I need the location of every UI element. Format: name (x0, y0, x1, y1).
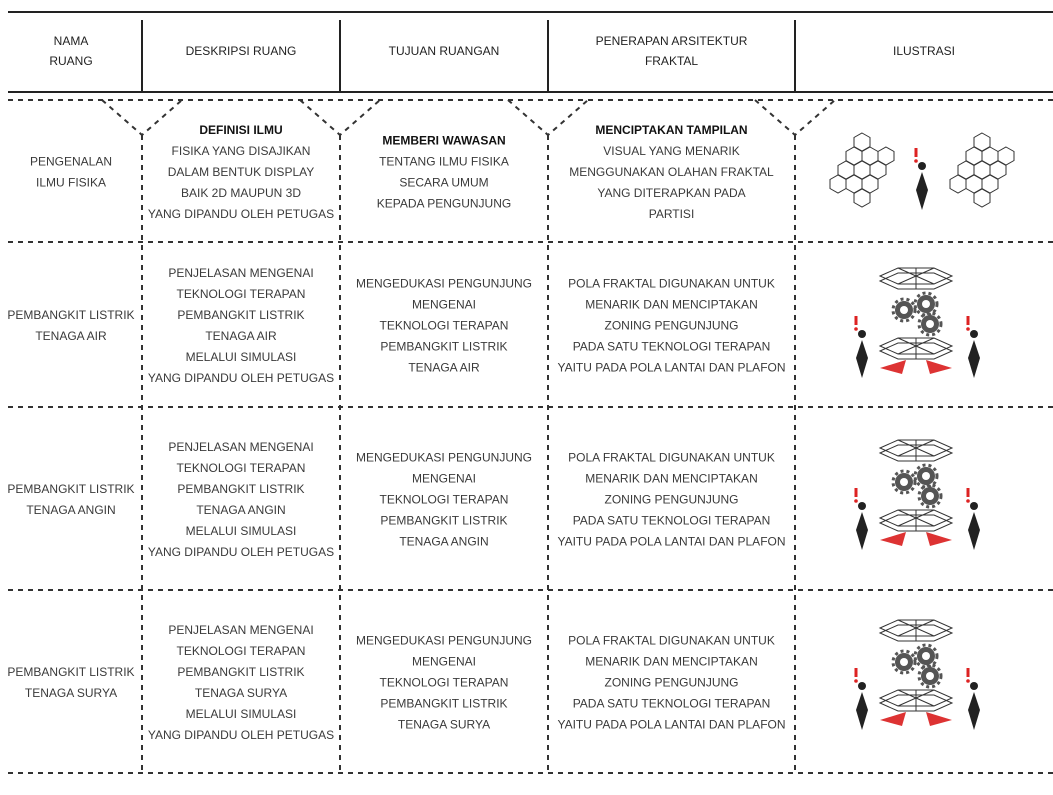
cell-text: PEMBANGKIT LISTRIK (7, 308, 134, 322)
cell-text: PARTISI (649, 207, 695, 221)
cell-text: TENTANG ILMU FISIKA (379, 155, 509, 169)
cell-text: TENAGA AIR (205, 329, 277, 343)
cell-text: TENAGA SURYA (398, 718, 490, 732)
cell-text: MENCIPTAKAN TAMPILAN (595, 123, 747, 137)
cell-text: TEKNOLOGI TERAPAN (380, 319, 509, 333)
cell-text: BAIK 2D MAUPUN 3D (181, 186, 301, 200)
header-label: ILUSTRASI (893, 44, 955, 58)
cell-text: YAITU PADA POLA LANTAI DAN PLAFON (557, 718, 785, 732)
cell-text: MENGENAI (412, 472, 476, 486)
cell-text: PENGENALAN (30, 155, 112, 169)
cell-text: DEFINISI ILMU (199, 123, 282, 137)
header-label: FRAKTAL (645, 54, 698, 68)
cell-text: YANG DIPANDU OLEH PETUGAS (148, 371, 334, 385)
cell-text: MENGGUNAKAN OLAHAN FRAKTAL (569, 165, 774, 179)
cell-text: MELALUI SIMULASI (186, 524, 297, 538)
illustration-row-4 (854, 620, 980, 730)
cell-text: YANG DIPANDU OLEH PETUGAS (148, 545, 334, 559)
cell-text: MENGENAI (412, 298, 476, 312)
cell-text: FISIKA YANG DISAJIKAN (172, 144, 311, 158)
cell-text: MEMBERI WAWASAN (382, 134, 505, 148)
illustration-row-2 (854, 268, 980, 378)
cell-text: ZONING PENGUNJUNG (604, 493, 738, 507)
cell-text: MENGEDUKASI PENGUNJUNG (356, 634, 532, 648)
header-notch (101, 99, 183, 137)
cell-text: MENARIK DAN MENCIPTAKAN (585, 298, 757, 312)
cell-text: POLA FRAKTAL DIGUNAKAN UNTUK (568, 277, 775, 291)
header-label: NAMA (54, 34, 89, 48)
cell-text: TENAGA SURYA (195, 686, 287, 700)
illustration-row-3 (854, 440, 980, 550)
cell-text: TENAGA AIR (35, 329, 107, 343)
header-notch (754, 99, 836, 137)
cell-text: ZONING PENGUNJUNG (604, 676, 738, 690)
header-label: DESKRIPSI RUANG (186, 44, 297, 58)
cell-text: POLA FRAKTAL DIGUNAKAN UNTUK (568, 451, 775, 465)
cell-text: PEMBANGKIT LISTRIK (177, 308, 304, 322)
cell-text: MENGEDUKASI PENGUNJUNG (356, 451, 532, 465)
cell-text: PENJELASAN MENGENAI (168, 266, 313, 280)
cell-text: YAITU PADA POLA LANTAI DAN PLAFON (557, 535, 785, 549)
cell-text: TENAGA ANGIN (196, 503, 285, 517)
cell-text: VISUAL YANG MENARIK (603, 144, 739, 158)
cell-text: TENAGA SURYA (25, 686, 117, 700)
cell-text: YANG DIPANDU OLEH PETUGAS (148, 207, 334, 221)
cell-text: MENARIK DAN MENCIPTAKAN (585, 472, 757, 486)
cell-text: MENARIK DAN MENCIPTAKAN (585, 655, 757, 669)
cell-text: ZONING PENGUNJUNG (604, 319, 738, 333)
cell-text: YAITU PADA POLA LANTAI DAN PLAFON (557, 361, 785, 375)
cell-text: MELALUI SIMULASI (186, 707, 297, 721)
header-label: PENERAPAN ARSITEKTUR (596, 34, 748, 48)
header-label: TUJUAN RUANGAN (389, 44, 500, 58)
cell-text: PEMBANGKIT LISTRIK (380, 514, 507, 528)
cell-text: MENGEDUKASI PENGUNJUNG (356, 277, 532, 291)
header-notch (299, 99, 381, 137)
cell-text: PEMBANGKIT LISTRIK (380, 697, 507, 711)
cell-text: PEMBANGKIT LISTRIK (177, 665, 304, 679)
cell-text: PEMBANGKIT LISTRIK (380, 340, 507, 354)
cell-text: YANG DITERAPKAN PADA (597, 186, 745, 200)
cell-text: PEMBANGKIT LISTRIK (7, 665, 134, 679)
cell-text: PADA SATU TEKNOLOGI TERAPAN (573, 697, 771, 711)
cell-text: PEMBANGKIT LISTRIK (7, 482, 134, 496)
illustration-row-1 (830, 133, 1014, 210)
cell-text: TEKNOLOGI TERAPAN (380, 676, 509, 690)
cell-text: ILMU FISIKA (36, 176, 106, 190)
cell-text: KEPADA PENGUNJUNG (377, 197, 511, 211)
cell-text: YANG DIPANDU OLEH PETUGAS (148, 728, 334, 742)
header-notch (507, 99, 589, 137)
cell-text: PENJELASAN MENGENAI (168, 623, 313, 637)
cell-text: TENAGA AIR (408, 361, 480, 375)
cell-text: PADA SATU TEKNOLOGI TERAPAN (573, 340, 771, 354)
cell-text: TENAGA ANGIN (26, 503, 115, 517)
cell-text: PENJELASAN MENGENAI (168, 440, 313, 454)
cell-text: TEKNOLOGI TERAPAN (380, 493, 509, 507)
cell-text: TEKNOLOGI TERAPAN (177, 461, 306, 475)
cell-text: DALAM BENTUK DISPLAY (168, 165, 314, 179)
cell-text: TEKNOLOGI TERAPAN (177, 644, 306, 658)
cell-text: MENGENAI (412, 655, 476, 669)
cell-text: PEMBANGKIT LISTRIK (177, 482, 304, 496)
cell-text: TENAGA ANGIN (399, 535, 488, 549)
cell-text: PADA SATU TEKNOLOGI TERAPAN (573, 514, 771, 528)
cell-text: TEKNOLOGI TERAPAN (177, 287, 306, 301)
cell-text: POLA FRAKTAL DIGUNAKAN UNTUK (568, 634, 775, 648)
cell-text: SECARA UMUM (399, 176, 488, 190)
header-label: RUANG (49, 54, 92, 68)
cell-text: MELALUI SIMULASI (186, 350, 297, 364)
